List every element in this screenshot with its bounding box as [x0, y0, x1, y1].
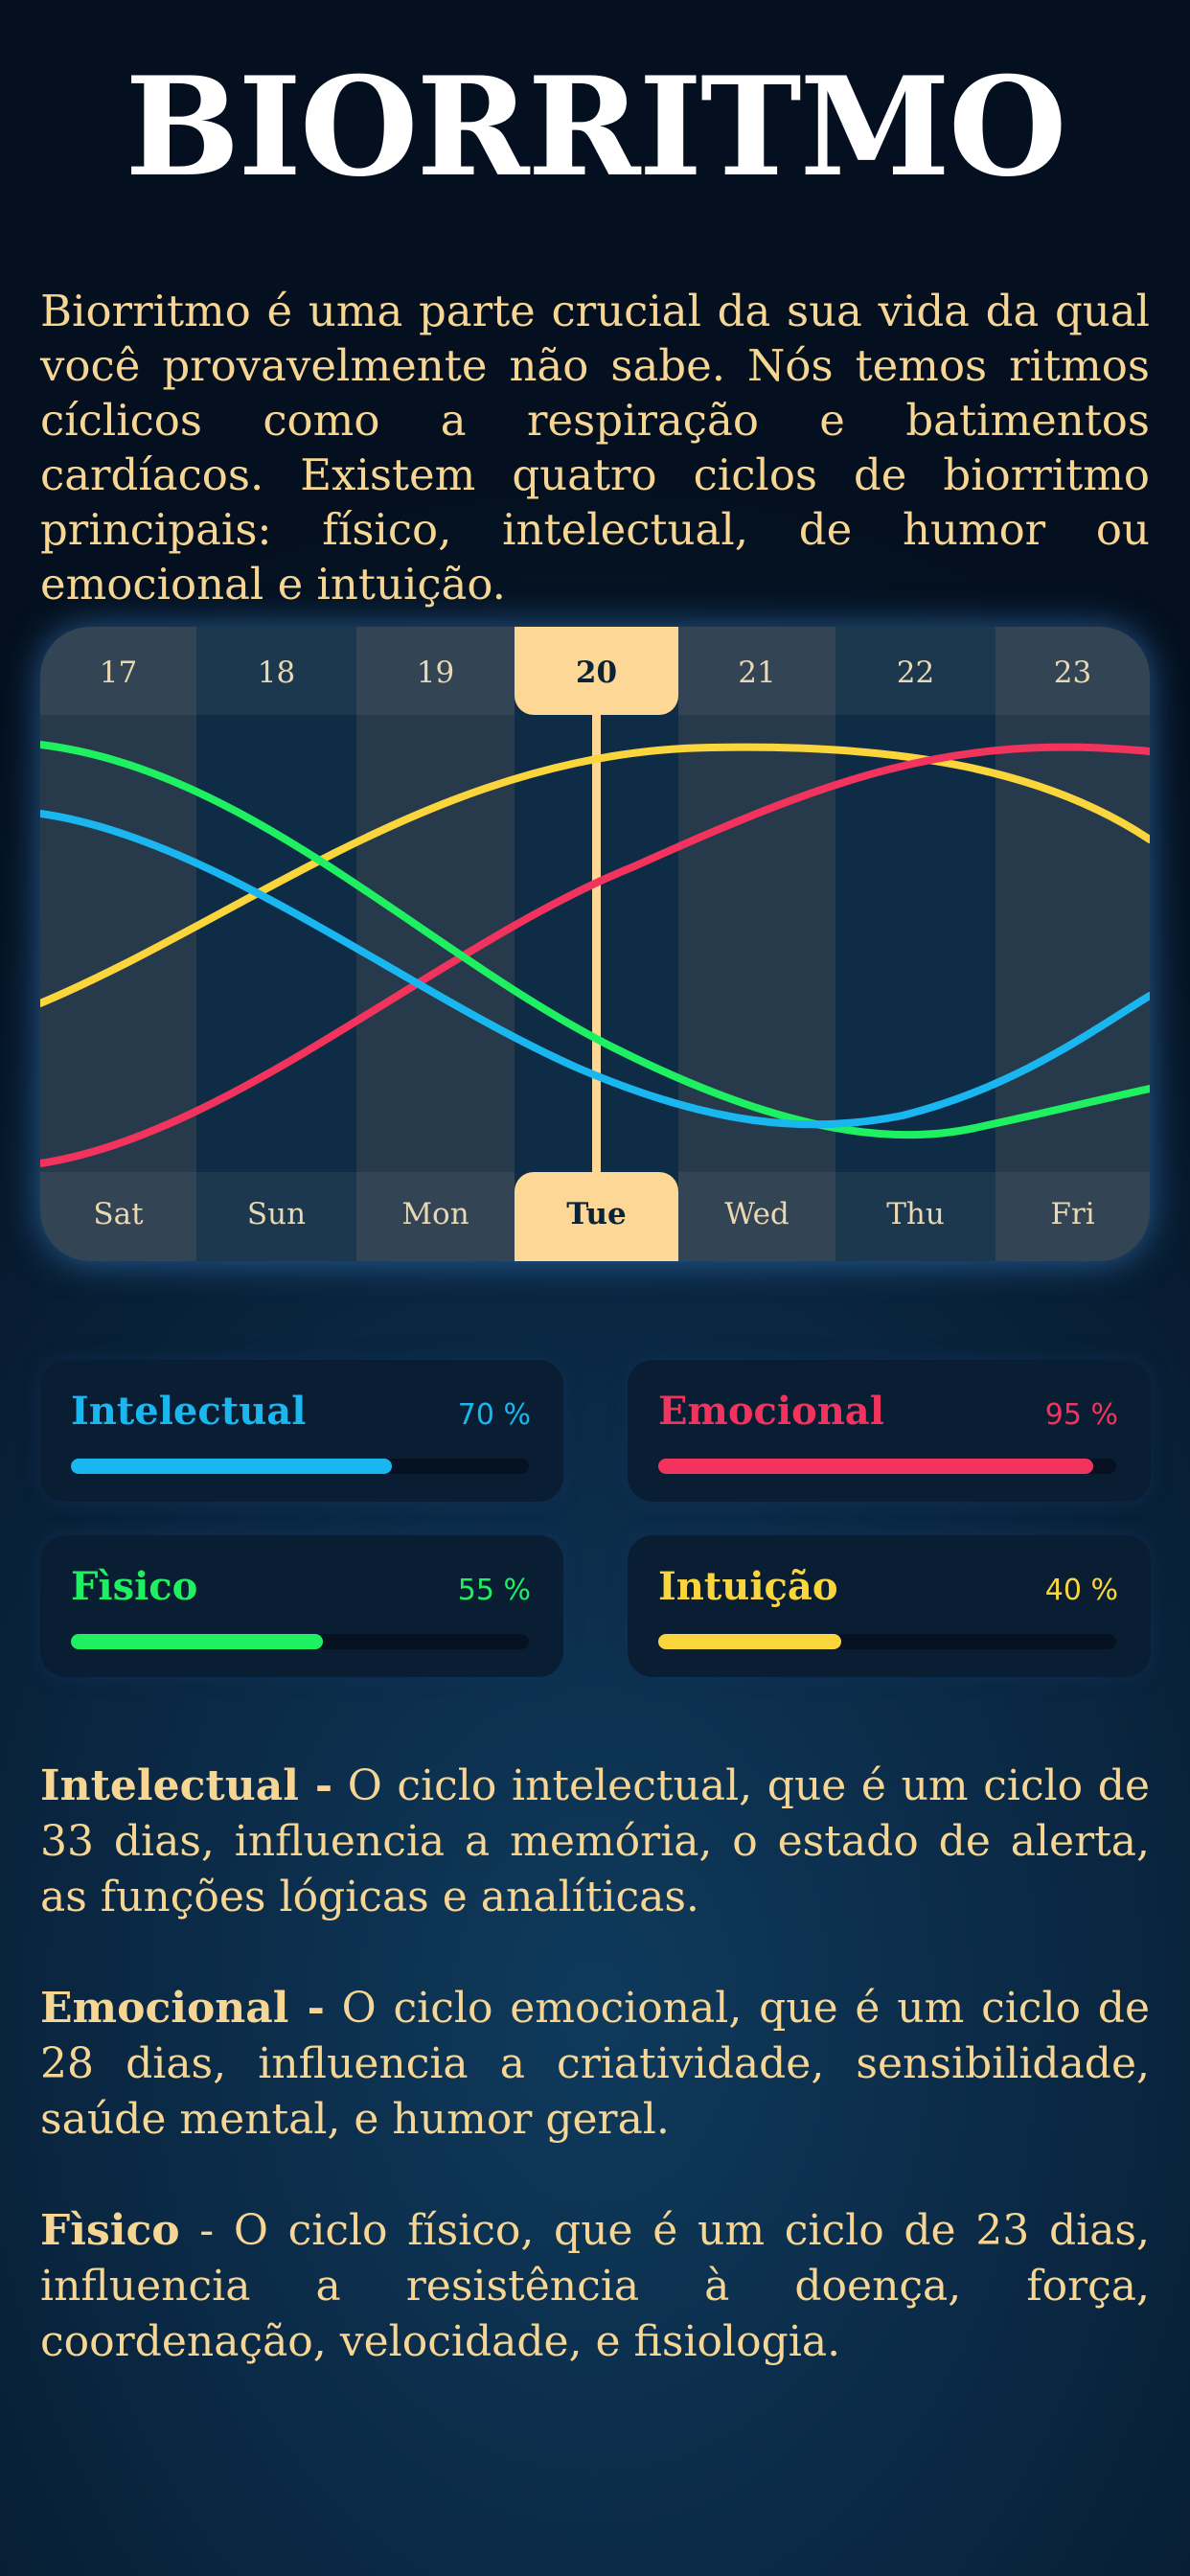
page-title: BIORRITMO — [125, 48, 1066, 207]
day-weekday: Sat — [93, 1197, 144, 1231]
description-term: Fìsico — [40, 2206, 180, 2255]
progress-fill — [71, 1459, 392, 1474]
stat-card-emocional[interactable]: Emocional 95 % — [628, 1360, 1151, 1502]
cycle-curves — [40, 741, 1150, 1167]
progress-track — [71, 1634, 529, 1649]
day-date: 19 — [416, 656, 455, 690]
stat-name: Intelectual — [71, 1389, 307, 1434]
description-intelectual: Intelectual - O ciclo intelectual, que é… — [40, 1759, 1150, 1925]
stat-name: Intuição — [658, 1564, 838, 1609]
day-date: 18 — [257, 656, 296, 690]
progress-track — [658, 1459, 1116, 1474]
stat-card-intuicao[interactable]: Intuição 40 % — [628, 1535, 1151, 1677]
fisico-curve — [40, 741, 1150, 1139]
progress-track — [71, 1459, 529, 1474]
stat-value: 40 % — [1044, 1574, 1118, 1607]
description-term: Emocional - — [40, 1984, 325, 2033]
description-text: O ciclo intelectual, que é um ciclo de 3… — [40, 1761, 1150, 1921]
stat-card-fisico[interactable]: Fìsico 55 % — [40, 1535, 563, 1677]
intelectual-curve — [40, 810, 1150, 1129]
day-date: 22 — [896, 656, 935, 690]
emocional-curve — [40, 743, 1150, 1167]
progress-fill — [658, 1459, 1094, 1474]
day-column-20-selected[interactable]: 20 Tue — [515, 627, 678, 1261]
day-column-21[interactable]: 21 Wed — [678, 627, 835, 1261]
intro-text: Biorritmo é uma parte crucial da sua vid… — [40, 286, 1150, 610]
description-term: Intelectual - — [40, 1761, 333, 1810]
description-fisico: Fìsico - O ciclo físico, que é um ciclo … — [40, 2203, 1150, 2370]
progress-fill — [658, 1634, 842, 1649]
biorhythm-chart: 17 Sat 18 Sun 19 Mon 20 Tue 21 Wed 22 Th… — [40, 627, 1150, 1261]
day-date: 20 — [575, 656, 618, 690]
day-weekday: Mon — [401, 1197, 469, 1231]
stat-name: Emocional — [658, 1389, 884, 1434]
progress-track — [658, 1634, 1116, 1649]
intuicao-curve — [40, 743, 1150, 1007]
stat-value: 55 % — [457, 1574, 531, 1607]
day-date: 17 — [99, 656, 138, 690]
selected-day-marker — [592, 703, 601, 1183]
stat-name: Fìsico — [71, 1564, 198, 1609]
selected-date-tab — [515, 627, 678, 715]
stat-value: 95 % — [1044, 1398, 1118, 1432]
day-weekday: Thu — [886, 1197, 945, 1231]
stat-value: 70 % — [457, 1398, 531, 1432]
day-weekday: Tue — [566, 1197, 627, 1231]
stat-card-intelectual[interactable]: Intelectual 70 % — [40, 1360, 563, 1502]
day-date: 23 — [1053, 656, 1092, 690]
day-date: 21 — [738, 656, 776, 690]
day-column-22[interactable]: 22 Thu — [835, 627, 995, 1261]
progress-fill — [71, 1634, 323, 1649]
description-emocional: Emocional - O ciclo emocional, que é um … — [40, 1981, 1150, 2148]
selected-weekday-tab — [515, 1172, 678, 1261]
day-column-23[interactable]: 23 Fri — [995, 627, 1150, 1261]
day-column-18[interactable]: 18 Sun — [196, 627, 356, 1261]
description-text: - O ciclo físico, que é um ciclo de 23 d… — [40, 2206, 1150, 2366]
day-weekday: Wed — [724, 1197, 790, 1231]
day-weekday: Sun — [246, 1197, 307, 1231]
day-weekday: Fri — [1050, 1197, 1095, 1231]
description-text: O ciclo emocional, que é um ciclo de 28 … — [40, 1984, 1150, 2144]
